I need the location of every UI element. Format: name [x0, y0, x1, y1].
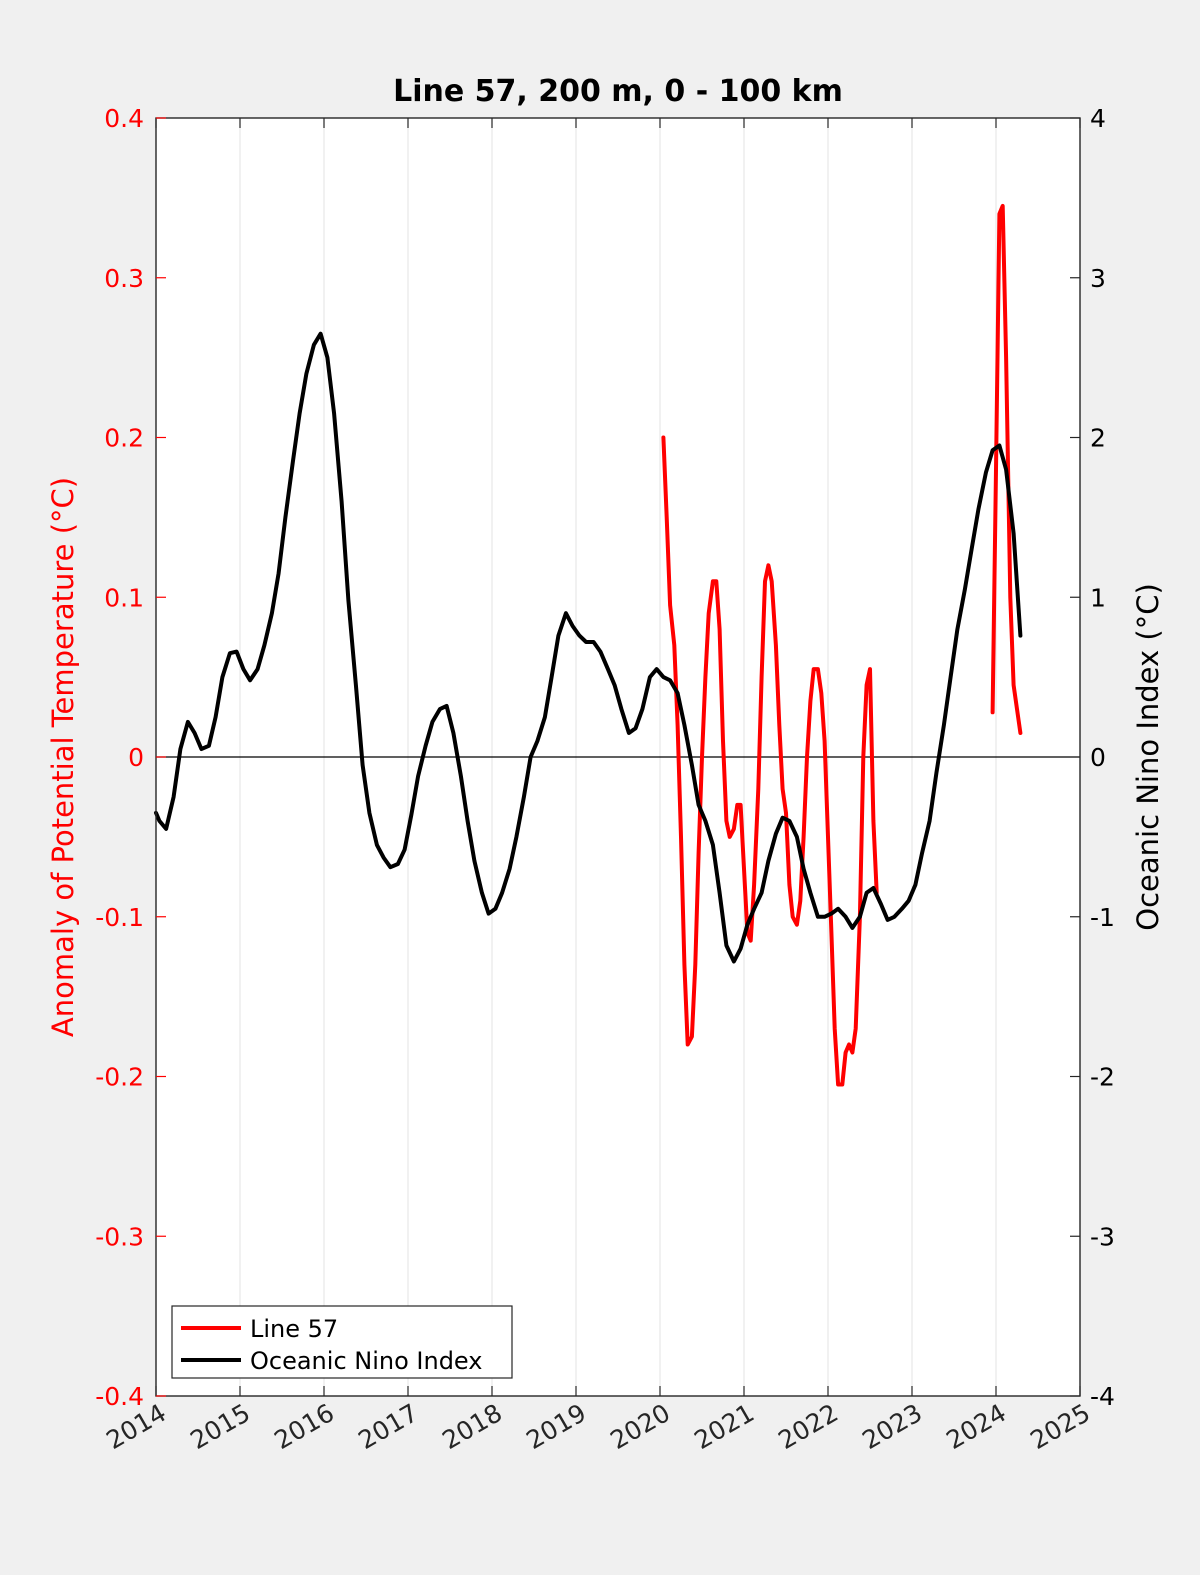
- legend-label-line57: Line 57: [250, 1315, 338, 1343]
- legend: Line 57 Oceanic Nino Index: [171, 1305, 513, 1379]
- y-left-tick-label: 0: [128, 743, 144, 772]
- y-left-tick-label: 0.3: [104, 264, 144, 293]
- y-right-tick-label: 3: [1090, 264, 1106, 293]
- y-right-tick-label: -3: [1090, 1222, 1115, 1251]
- series-layer: [154, 203, 1023, 1087]
- y-left-tick-label: -0.1: [95, 903, 144, 932]
- y-right-tick-label: 2: [1090, 424, 1106, 453]
- y-right-tick-label: 4: [1090, 104, 1106, 133]
- y-right-tick-label: -4: [1090, 1382, 1115, 1411]
- y-left-tick-label: 0.2: [104, 424, 144, 453]
- legend-box: [171, 1305, 513, 1379]
- left-axis-label: Anomaly of Potential Temperature (°C): [46, 477, 80, 1037]
- y-left-tick-label: -0.3: [95, 1222, 144, 1251]
- y-right-tick-label: 1: [1090, 583, 1106, 612]
- chart-title: Line 57, 200 m, 0 - 100 km: [393, 74, 843, 109]
- y-right-tick-label: -1: [1090, 903, 1115, 932]
- legend-label-oni: Oceanic Nino Index: [250, 1347, 482, 1375]
- y-left-tick-label: -0.4: [95, 1382, 144, 1411]
- y-left-tick-label: 0.1: [104, 583, 144, 612]
- y-left-tick-label: -0.2: [95, 1063, 144, 1092]
- right-axis-label: Oceanic Nino Index (°C): [1131, 583, 1165, 931]
- y-right-tick-label: -2: [1090, 1063, 1115, 1092]
- y-right-tick-label: 0: [1090, 743, 1106, 772]
- series-line-line57: [661, 203, 1023, 1087]
- y-left-tick-label: 0.4: [104, 104, 144, 133]
- series-line-oceanic-nino-index: [154, 331, 1023, 964]
